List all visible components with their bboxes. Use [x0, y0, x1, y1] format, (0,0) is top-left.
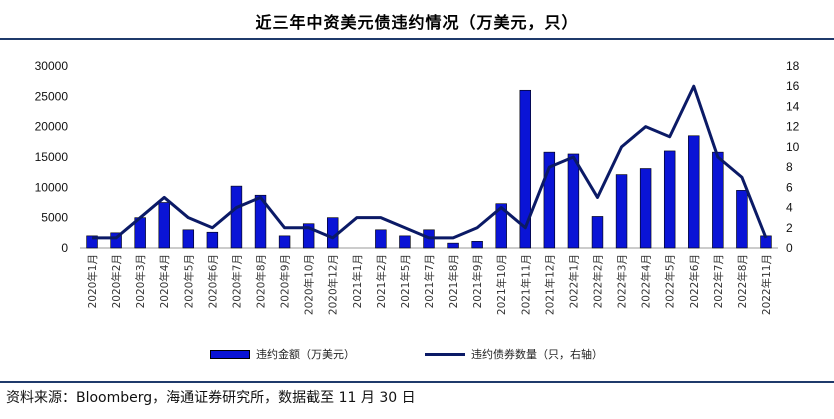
legend-label-amount: 违约金额（万美元） — [256, 348, 355, 361]
bar — [663, 150, 676, 249]
x-tick-label: 2022年8月 — [736, 254, 749, 308]
x-tick-label: 2020年1月 — [86, 254, 99, 308]
legend-bar-swatch — [210, 349, 250, 359]
y-left-tick-label: 30000 — [35, 59, 69, 73]
x-tick-label: 2020年7月 — [230, 254, 243, 308]
x-tick-label: 2020年6月 — [206, 254, 219, 308]
legend-item-amount: 违约金额（万美元） — [210, 346, 355, 362]
x-tick-label: 2021年5月 — [399, 254, 412, 308]
x-tick-label: 2020年5月 — [182, 254, 195, 308]
x-tick-label: 2022年4月 — [640, 254, 653, 308]
x-tick-label: 2021年9月 — [471, 254, 484, 308]
y-left-tick-label: 25000 — [35, 89, 69, 103]
x-tick-label: 2021年12月 — [543, 254, 556, 315]
bar — [206, 231, 219, 249]
chart-title: 近三年中资美元债违约情况（万美元，只） — [255, 13, 579, 32]
y-right-tick-label: 10 — [786, 140, 800, 154]
y-left-tick-label: 10000 — [35, 180, 69, 194]
legend-line-swatch — [425, 352, 465, 356]
bar — [519, 89, 531, 249]
bar — [230, 185, 243, 249]
bar — [736, 190, 748, 249]
source-divider — [0, 381, 834, 383]
y-left-tick-label: 15000 — [35, 150, 69, 164]
x-tick-label: 2021年2月 — [375, 254, 388, 308]
y-right-tick-label: 16 — [786, 79, 800, 93]
x-tick-label: 2022年3月 — [616, 254, 629, 308]
legend: 违约金额（万美元） 违约债券数量（只，右轴） — [210, 344, 673, 364]
y-left-tick-label: 5000 — [41, 211, 68, 225]
bar — [110, 232, 122, 249]
legend-label-count: 违约债券数量（只，右轴） — [471, 348, 603, 361]
bar — [567, 153, 580, 249]
x-tick-label: 2021年1月 — [351, 254, 364, 308]
bar — [399, 235, 411, 249]
y-right-tick-label: 0 — [786, 241, 793, 255]
bar — [543, 151, 556, 249]
x-tick-label: 2022年1月 — [567, 254, 580, 308]
x-tick-label: 2022年7月 — [712, 254, 725, 308]
bar — [278, 235, 291, 249]
y-right-tick-label: 4 — [786, 201, 793, 215]
x-tick-label: 2022年6月 — [688, 254, 701, 308]
bar — [615, 174, 628, 249]
x-tick-label: 2022年11月 — [760, 254, 773, 315]
bar — [158, 202, 170, 249]
y-left-tick-label: 20000 — [35, 120, 69, 134]
bar — [471, 241, 483, 249]
legend-item-count: 违约债券数量（只，右轴） — [425, 346, 603, 362]
source-note: 资料来源：Bloomberg，海通证券研究所，数据截至 11 月 30 日 — [6, 390, 416, 406]
y-right-tick-label: 12 — [786, 120, 800, 134]
x-tick-label: 2020年12月 — [327, 254, 340, 315]
x-tick-label: 2020年8月 — [255, 254, 268, 308]
y-left-tick-label: 0 — [61, 241, 68, 255]
bar — [712, 151, 724, 249]
y-right-tick-label: 14 — [786, 99, 800, 113]
bar — [591, 216, 604, 249]
y-right-tick-label: 18 — [786, 59, 800, 73]
y-right-tick-label: 6 — [786, 180, 793, 194]
bar — [447, 242, 459, 249]
y-right-tick-label: 8 — [786, 160, 793, 174]
x-tick-label: 2020年10月 — [303, 254, 316, 315]
y-right-tick-label: 2 — [786, 221, 793, 235]
bar — [182, 229, 195, 249]
x-tick-label: 2021年7月 — [423, 254, 436, 308]
x-tick-label: 2020年2月 — [110, 254, 123, 308]
x-tick-label: 2021年8月 — [447, 254, 460, 308]
bar — [375, 229, 387, 249]
combo-chart: 0 5000 10000 15000 20000 25000 30000 0 2 4 6 8 10 12 1… — [35, 59, 800, 315]
bar — [688, 135, 700, 249]
x-tick-label: 2020年9月 — [279, 254, 292, 308]
bar — [639, 168, 652, 249]
bar — [302, 223, 315, 249]
x-tick-label: 2020年3月 — [134, 254, 147, 308]
title-bar: 近三年中资美元债违约情况（万美元，只） — [0, 0, 834, 40]
bar — [495, 203, 507, 249]
bar — [254, 194, 267, 249]
x-tick-label: 2022年2月 — [591, 254, 604, 308]
x-tick-label: 2022年5月 — [664, 254, 677, 308]
count-line — [92, 84, 768, 240]
x-tick-label: 2021年10月 — [495, 254, 508, 315]
bar — [86, 235, 98, 249]
x-tick-label: 2020年4月 — [158, 254, 171, 308]
x-tick-label: 2021年11月 — [519, 254, 532, 315]
